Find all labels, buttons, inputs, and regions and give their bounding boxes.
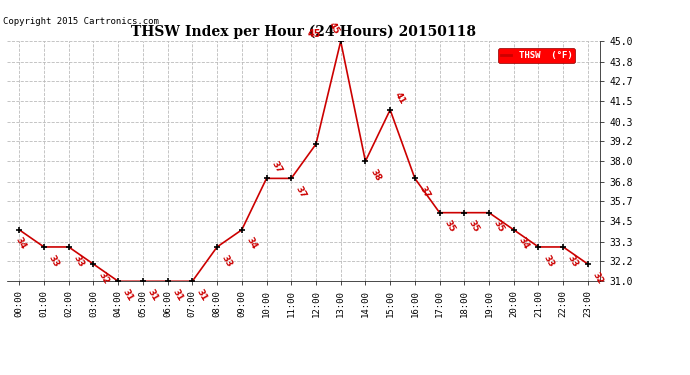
Text: Copyright 2015 Cartronics.com: Copyright 2015 Cartronics.com bbox=[3, 17, 159, 26]
Text: 33: 33 bbox=[47, 253, 61, 268]
Text: 34: 34 bbox=[14, 236, 28, 251]
Text: 35: 35 bbox=[442, 219, 456, 234]
Legend: THSW  (°F): THSW (°F) bbox=[497, 48, 575, 63]
Text: 32: 32 bbox=[591, 270, 604, 285]
Text: 38: 38 bbox=[368, 167, 382, 183]
Text: 31: 31 bbox=[146, 287, 159, 303]
Text: 41: 41 bbox=[393, 91, 407, 106]
Text: 31: 31 bbox=[195, 287, 209, 303]
Text: 37: 37 bbox=[294, 184, 308, 200]
Text: 33: 33 bbox=[220, 253, 234, 268]
Text: 34: 34 bbox=[517, 236, 531, 251]
Title: THSW Index per Hour (24 Hours) 20150118: THSW Index per Hour (24 Hours) 20150118 bbox=[131, 24, 476, 39]
Text: 45: 45 bbox=[308, 29, 321, 39]
Text: 32: 32 bbox=[96, 270, 110, 285]
Text: 45: 45 bbox=[327, 21, 341, 36]
Text: 35: 35 bbox=[467, 219, 481, 234]
Text: 33: 33 bbox=[566, 253, 580, 268]
Text: 37: 37 bbox=[417, 184, 432, 200]
Text: 31: 31 bbox=[121, 287, 135, 303]
Text: 31: 31 bbox=[170, 287, 184, 303]
Text: 33: 33 bbox=[541, 253, 555, 268]
Text: 37: 37 bbox=[269, 159, 284, 175]
Text: 35: 35 bbox=[492, 219, 506, 234]
Text: 34: 34 bbox=[244, 236, 259, 251]
Text: 33: 33 bbox=[72, 253, 86, 268]
